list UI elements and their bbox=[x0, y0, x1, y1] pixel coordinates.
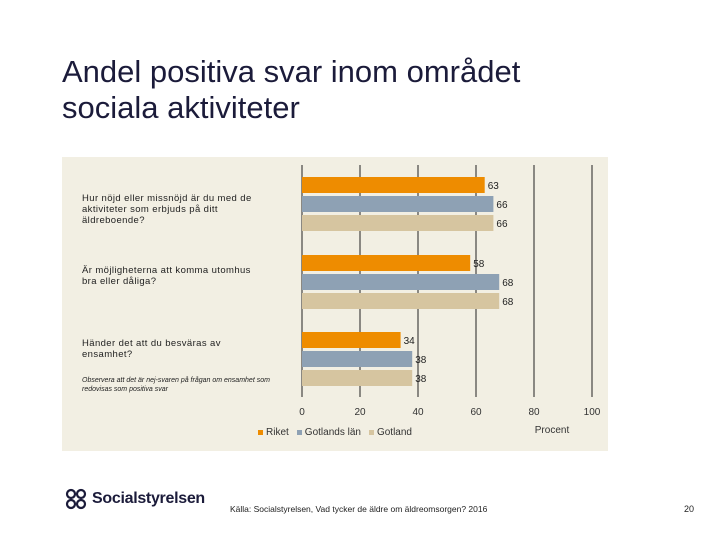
loneliness-note: Observera att det är nej-svaren på fråga… bbox=[82, 377, 270, 393]
legend-swatch bbox=[296, 430, 302, 435]
bar-value-label: 68 bbox=[502, 278, 514, 289]
bar bbox=[302, 255, 471, 271]
x-tick-label: 80 bbox=[528, 407, 540, 418]
chart-panel: Hur nöjd eller missnöjd är du med de akt… bbox=[62, 157, 608, 451]
source-citation: Källa: Socialstyrelsen, Vad tycker de äl… bbox=[230, 504, 488, 514]
legend-item: Gotlands län bbox=[296, 427, 361, 438]
bar bbox=[302, 196, 494, 212]
bar-chart: 0 20 40 60 80 100 Procent 63 66 66 58 68 68 34 38 38 bbox=[299, 165, 601, 436]
x-tick-label: 20 bbox=[354, 407, 366, 418]
socialstyrelsen-logo: Socialstyrelsen bbox=[64, 488, 205, 510]
legend-label: Riket bbox=[266, 427, 289, 438]
bar-value-label: 63 bbox=[488, 181, 500, 192]
bar-value-label: 38 bbox=[415, 374, 427, 385]
legend-label: Gotlands län bbox=[304, 427, 361, 438]
chart-legend: Riket Gotlands län Gotland bbox=[258, 427, 412, 438]
bar bbox=[302, 351, 413, 367]
question-label-activities: Hur nöjd eller missnöjd är du med de akt… bbox=[82, 193, 252, 226]
bar bbox=[302, 370, 413, 386]
legend-swatch bbox=[258, 430, 263, 435]
bar-value-label: 34 bbox=[404, 336, 416, 347]
bar-value-label: 68 bbox=[502, 297, 514, 308]
x-tick-label: 0 bbox=[299, 407, 305, 418]
bar bbox=[302, 293, 500, 309]
x-tick-label: 60 bbox=[470, 407, 482, 418]
legend-item: Gotland bbox=[368, 427, 412, 438]
bar-value-label: 38 bbox=[415, 355, 427, 366]
logo-text: Socialstyrelsen bbox=[92, 490, 205, 507]
legend-label: Gotland bbox=[376, 427, 412, 438]
logo-emblem-icon bbox=[65, 488, 87, 510]
question-label-loneliness: Händer det att du besväras av ensamhet? bbox=[82, 338, 221, 360]
bar-value-label: 66 bbox=[496, 200, 508, 211]
bar bbox=[302, 177, 485, 193]
bar-value-label: 66 bbox=[496, 219, 508, 230]
bar bbox=[302, 215, 494, 231]
bar-value-label: 58 bbox=[473, 259, 485, 270]
x-axis-label: Procent bbox=[535, 425, 570, 436]
legend-item: Riket bbox=[258, 427, 289, 438]
bar bbox=[302, 274, 500, 290]
question-label-outdoors: Är möjligheterna att komma utomhus bra e… bbox=[82, 265, 251, 287]
x-tick-label: 100 bbox=[584, 407, 601, 418]
page-number: 20 bbox=[684, 504, 695, 514]
bar bbox=[302, 332, 401, 348]
x-tick-label: 40 bbox=[412, 407, 424, 418]
legend-swatch bbox=[368, 430, 374, 435]
slide-title: Andel positiva svar inom området sociala… bbox=[62, 54, 521, 125]
